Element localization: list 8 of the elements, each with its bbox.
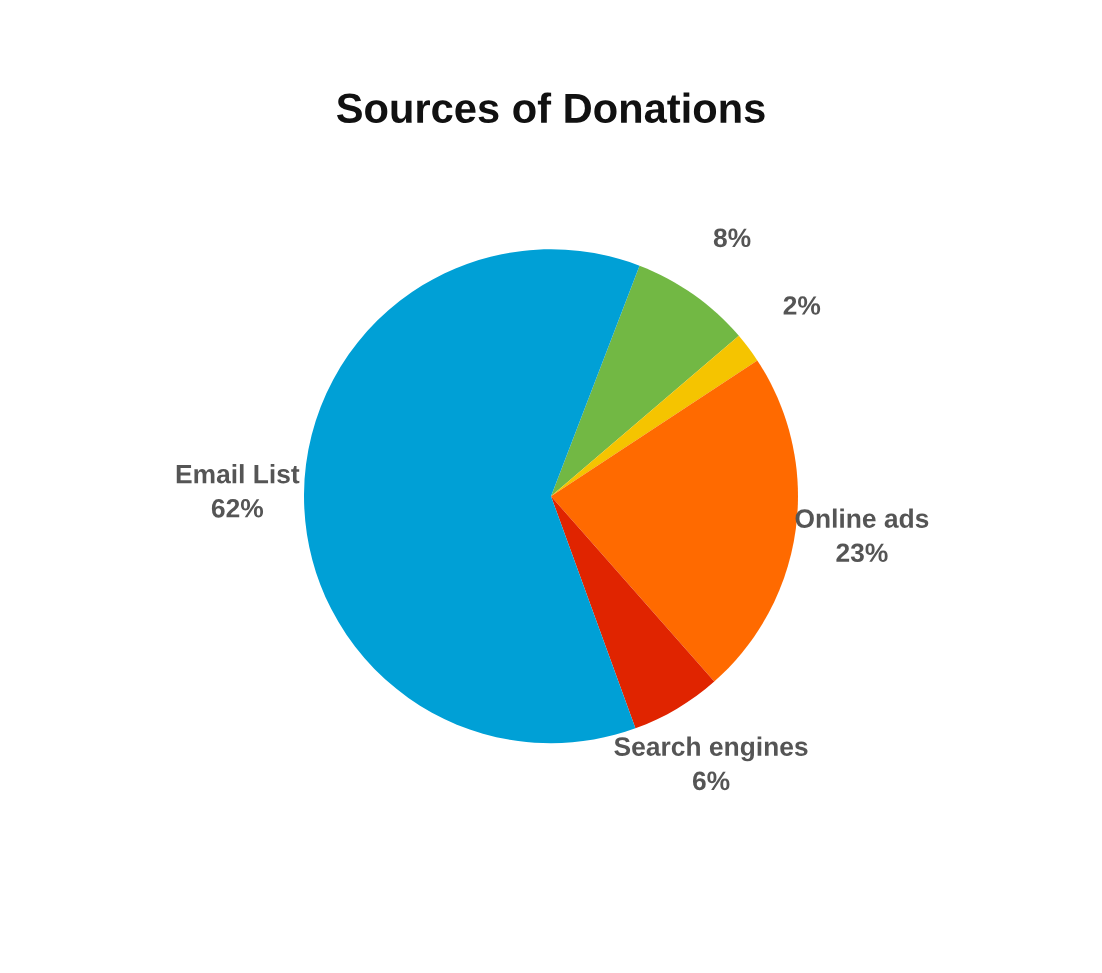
slice-label: Search engines [614,736,808,762]
data-label: 8% [713,228,751,248]
data-label: 23% [836,543,888,563]
data-label: 2% [783,296,821,315]
data-label: 62% [211,498,264,518]
slice-label: Email List [176,464,300,484]
data-label: 6% [692,771,730,791]
chart-title: Sources of Donations [336,92,765,124]
